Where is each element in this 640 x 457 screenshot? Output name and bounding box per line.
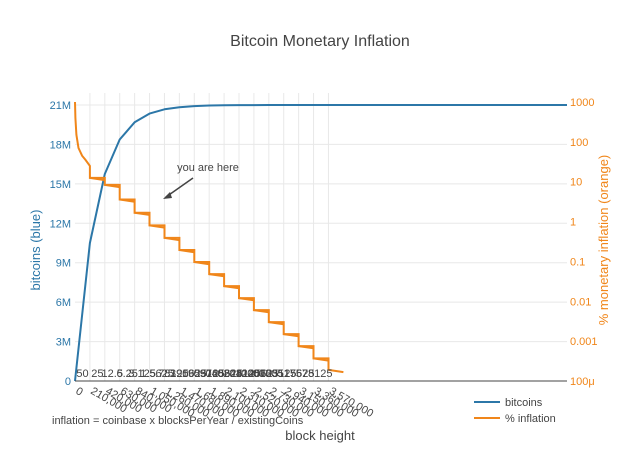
block-reward-labels: 50 2512.56.253.1251.5625.78125.390625.195… bbox=[76, 368, 332, 380]
left-tick-label: 21M bbox=[50, 100, 71, 112]
series-bitcoins-line bbox=[74, 104, 567, 382]
right-tick-label: 0.001 bbox=[570, 336, 598, 348]
series-inflation-step bbox=[328, 368, 344, 374]
reward-label: 50 bbox=[76, 368, 88, 380]
left-tick-label: 9M bbox=[56, 258, 71, 270]
left-axis: 0 3M 6M 9M 12M 15M 18M 21M bbox=[50, 100, 71, 388]
reward-label: 12.5 bbox=[102, 368, 123, 380]
annotation-text: you are here bbox=[177, 162, 239, 174]
right-tick-label: 1 bbox=[570, 217, 576, 229]
left-tick-label: 0 bbox=[65, 376, 71, 388]
x-tick-label: 0 bbox=[74, 385, 85, 398]
right-axis-title: % monetary inflation (orange) bbox=[596, 155, 611, 326]
x-axis-title: block height bbox=[285, 428, 355, 443]
reward-label: .09765625 bbox=[191, 368, 243, 380]
annotation: you are here bbox=[163, 162, 239, 199]
reward-label: .390625 bbox=[167, 368, 207, 380]
right-tick-label: 100 bbox=[570, 137, 588, 149]
right-tick-label: 1000 bbox=[570, 97, 594, 109]
annotation-arrowhead bbox=[163, 192, 172, 199]
reward-label: 1.5625 bbox=[140, 368, 174, 380]
right-tick-label: 10 bbox=[570, 177, 582, 189]
legend-label: % inflation bbox=[505, 413, 556, 425]
reward-label: 3.125 bbox=[128, 368, 156, 380]
left-tick-label: 12M bbox=[50, 218, 71, 230]
left-tick-label: 3M bbox=[56, 337, 71, 349]
gridlines bbox=[75, 93, 567, 381]
left-axis-title: bitcoins (blue) bbox=[28, 210, 43, 291]
right-axis: 100μ 0.001 0.01 0.1 1 10 100 1000 bbox=[570, 97, 598, 388]
x-axis: 0 210,000420,000630,000840,0001,050,0001,… bbox=[74, 380, 567, 420]
reward-label: .1953125 bbox=[179, 368, 225, 380]
footnote: inflation = coinbase x blocksPerYear / e… bbox=[52, 415, 304, 427]
left-tick-label: 18M bbox=[50, 139, 71, 151]
left-tick-label: 6M bbox=[56, 297, 71, 309]
reward-label: .78125 bbox=[155, 368, 189, 380]
legend-label: bitcoins bbox=[505, 397, 543, 409]
reward-label: .01220703125 bbox=[226, 368, 296, 380]
right-tick-label: 100μ bbox=[570, 376, 595, 388]
right-tick-label: 0.01 bbox=[570, 296, 591, 308]
reward-label: .006103515625 bbox=[238, 368, 314, 380]
reward-label: 25 bbox=[91, 368, 103, 380]
plot-area bbox=[74, 101, 567, 382]
chart-title: Bitcoin Monetary Inflation bbox=[230, 33, 410, 50]
reward-label: .0030517578125 bbox=[250, 368, 333, 380]
reward-label: .0244140625 bbox=[214, 368, 278, 380]
legend: bitcoins % inflation bbox=[470, 393, 562, 429]
legend-box bbox=[470, 393, 562, 429]
reward-label: 6.25 bbox=[116, 368, 137, 380]
series-inflation-line bbox=[74, 101, 330, 370]
right-tick-label: 0.1 bbox=[570, 256, 585, 268]
reward-label: .048828125 bbox=[202, 368, 260, 380]
left-tick-label: 15M bbox=[50, 179, 71, 191]
